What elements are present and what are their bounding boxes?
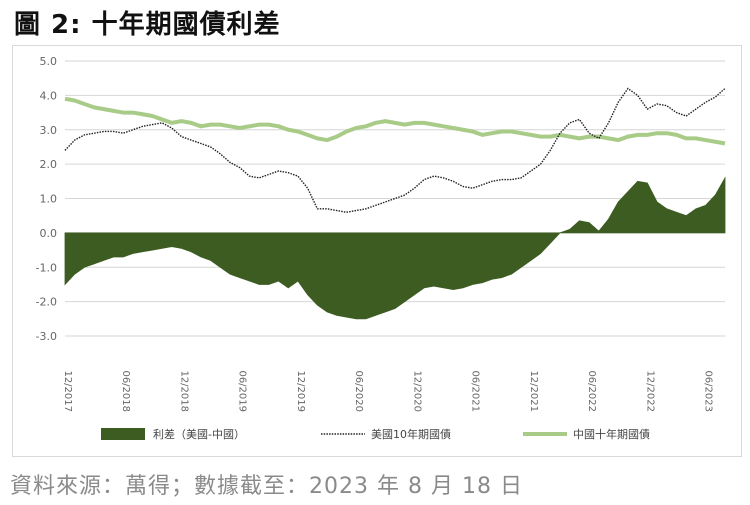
y-tick-label: -3.0 — [36, 330, 57, 343]
figure-title: 圖 2: 十年期國債利差 — [14, 10, 281, 40]
y-tick-label: 2.0 — [40, 158, 58, 171]
spread-series — [64, 176, 726, 320]
x-tick-label: 06/2019 — [237, 370, 248, 412]
x-tick-label: 06/2023 — [703, 370, 714, 412]
cn10y-line — [64, 96, 726, 146]
y-axis-ticks: 5.0 4.0 3.0 2.0 1.0 0.0 -1.0 -2.0 -3.0 — [36, 55, 57, 343]
x-tick-label: 06/2020 — [353, 370, 364, 412]
y-tick-label: 0.0 — [40, 227, 58, 240]
us10y-series — [64, 87, 726, 213]
chart-svg: 5.0 4.0 3.0 2.0 1.0 0.0 -1.0 -2.0 -3.0 12/2017 06… — [36, 55, 726, 441]
x-axis-ticks: 12/2017 06/2018 12/2018 06/2019 12/2019 06/20… — [62, 370, 714, 412]
y-tick-label: 4.0 — [40, 89, 58, 102]
x-tick-label: 12/2020 — [411, 370, 422, 412]
legend-label-cn10y: 中國十年期國債 — [573, 427, 650, 441]
y-tick-label: -2.0 — [36, 296, 57, 309]
source-note: 資料來源：萬得；數據截至：2023 年 8 月 18 日 — [10, 474, 523, 499]
legend-label-us10y: 美國10年期國債 — [371, 427, 451, 441]
legend-swatch-spread — [101, 428, 145, 440]
x-tick-label: 12/2021 — [528, 370, 539, 412]
chart-panel: 5.0 4.0 3.0 2.0 1.0 0.0 -1.0 -2.0 -3.0 12/2017 06… — [12, 45, 742, 457]
x-tick-label: 06/2021 — [470, 370, 481, 412]
x-tick-label: 12/2017 — [62, 370, 73, 412]
x-tick-label: 06/2022 — [586, 370, 597, 412]
y-tick-label: 1.0 — [40, 193, 58, 206]
legend-label-spread: 利差（美國-中國） — [153, 427, 245, 441]
y-tick-label: 3.0 — [40, 124, 58, 137]
x-tick-label: 12/2019 — [295, 370, 306, 412]
legend: 利差（美國-中國） 美國10年期國債 中國十年期國債 — [101, 427, 650, 441]
x-tick-label: 06/2018 — [120, 370, 131, 412]
x-tick-label: 12/2022 — [644, 370, 655, 412]
spread-area — [64, 176, 726, 320]
y-tick-label: -1.0 — [36, 261, 57, 274]
y-tick-label: 5.0 — [40, 55, 58, 68]
cn10y-series — [64, 96, 726, 146]
x-tick-label: 12/2018 — [178, 370, 189, 412]
us10y-line — [64, 87, 726, 213]
